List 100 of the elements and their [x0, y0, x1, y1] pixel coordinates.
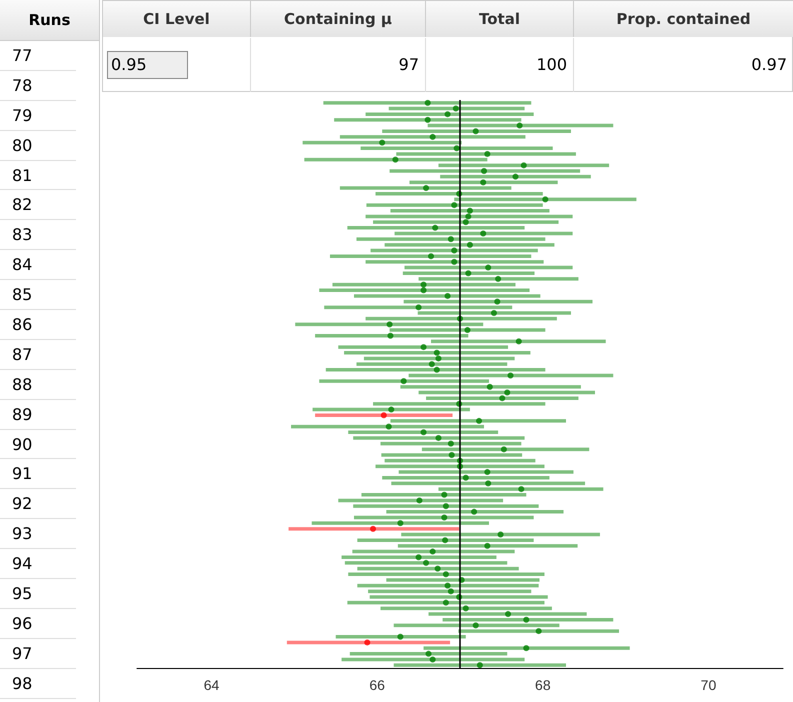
- bar: [354, 294, 540, 298]
- bar: [409, 180, 558, 184]
- bar: [312, 521, 489, 525]
- bar: [381, 453, 522, 457]
- bar: [366, 316, 557, 320]
- bar: [396, 152, 576, 156]
- text: 100: [426, 38, 574, 92]
- text: 81: [0, 160, 76, 190]
- text: 0.97: [574, 38, 793, 92]
- bar: [315, 334, 468, 338]
- bar: [370, 595, 548, 599]
- bar: [373, 402, 546, 406]
- bar: [344, 561, 508, 565]
- text: 78: [0, 70, 76, 101]
- bar: [390, 328, 546, 332]
- bar: [370, 248, 538, 252]
- bar: [394, 232, 573, 236]
- text: 88: [0, 370, 76, 400]
- x-tick-label: 66: [369, 677, 386, 693]
- bar: [408, 374, 614, 378]
- text: 94: [0, 549, 76, 580]
- text: Runs: [0, 0, 99, 41]
- text: Prop. contained: [574, 1, 793, 37]
- text: 84: [0, 250, 76, 280]
- bar: [404, 300, 593, 304]
- text: Total: [426, 1, 574, 37]
- bar: [366, 112, 534, 116]
- bar: [404, 266, 573, 270]
- text: 96: [0, 608, 76, 639]
- bar: [401, 532, 600, 536]
- bar: [400, 385, 581, 389]
- bar: [357, 584, 539, 588]
- bar: [426, 396, 578, 400]
- bar: [442, 618, 614, 622]
- bar: [312, 408, 470, 412]
- bar: [382, 476, 550, 480]
- bar: [376, 192, 543, 196]
- bar: [382, 129, 571, 133]
- bar: [438, 164, 610, 168]
- bar: [398, 470, 574, 474]
- text: 87: [0, 340, 76, 370]
- bar: [360, 146, 553, 150]
- bar: [398, 544, 578, 548]
- bar: [338, 345, 508, 349]
- bar: [295, 322, 484, 326]
- bar: [386, 578, 540, 582]
- bar: [368, 590, 532, 594]
- text: 98: [0, 668, 76, 699]
- bar: [334, 118, 522, 122]
- bar: [326, 368, 546, 372]
- bar: [288, 527, 460, 531]
- bar: [315, 413, 453, 417]
- bar: [394, 624, 560, 628]
- bar: [373, 220, 559, 224]
- bar: [330, 254, 532, 258]
- bar: [304, 158, 488, 162]
- text: 97: [0, 638, 76, 669]
- text: 95: [0, 579, 76, 609]
- bar: [348, 572, 544, 576]
- bar: [336, 635, 466, 639]
- bar: [324, 306, 512, 310]
- text: 77: [0, 41, 76, 71]
- bar: [347, 226, 525, 230]
- bar: [418, 277, 578, 281]
- bar: [332, 282, 516, 286]
- text: 97: [251, 38, 426, 92]
- bar: [386, 510, 564, 514]
- bar: [353, 436, 525, 440]
- text: 79: [0, 100, 76, 131]
- bar: [348, 430, 498, 434]
- bar: [458, 629, 620, 633]
- bar: [380, 606, 552, 610]
- bar: [394, 663, 566, 667]
- bar: [323, 101, 532, 105]
- bar: [353, 504, 539, 508]
- bar: [366, 203, 543, 207]
- bar: [384, 458, 536, 462]
- x-tick-label: 64: [204, 677, 220, 693]
- bar: [431, 340, 606, 344]
- bar: [424, 646, 630, 650]
- x-tick-label: 70: [700, 677, 716, 693]
- bar: [438, 487, 604, 491]
- text: 89: [0, 400, 76, 430]
- bar: [390, 209, 550, 213]
- bar: [390, 169, 580, 173]
- bar: [340, 186, 512, 190]
- bar: [454, 198, 636, 202]
- text: 82: [0, 190, 76, 220]
- bar: [356, 237, 546, 241]
- bar: [418, 390, 595, 394]
- bar: [380, 442, 522, 446]
- bar: [357, 566, 519, 570]
- bar: [344, 351, 530, 355]
- bar: [388, 106, 525, 110]
- bar: [384, 243, 554, 247]
- text: 93: [0, 519, 76, 550]
- bar: [391, 482, 586, 486]
- bar: [340, 135, 526, 139]
- bar: [350, 652, 508, 656]
- bar: [422, 448, 590, 452]
